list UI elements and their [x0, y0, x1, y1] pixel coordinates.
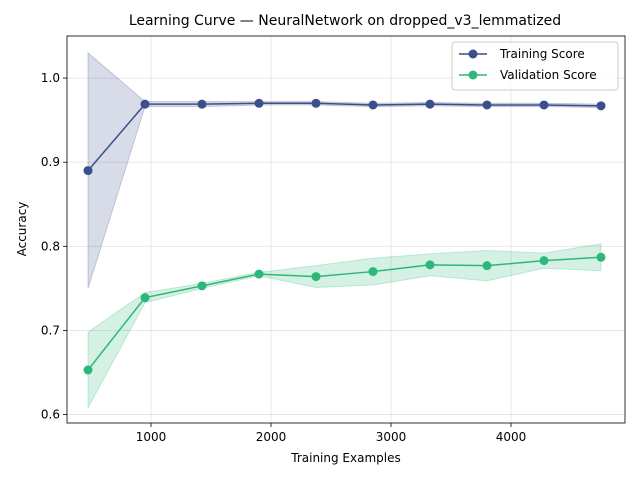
validation-score-point: [83, 365, 93, 375]
training-score-line: [87, 102, 602, 172]
training-score-point: [311, 98, 321, 108]
legend: Training Score Validation Score: [451, 41, 619, 91]
validation-score-point: [482, 261, 492, 271]
validation-score-point: [140, 293, 150, 303]
training-score-point: [596, 101, 606, 111]
y-tick-label: 0.7: [41, 323, 60, 337]
training-score-point: [254, 98, 264, 108]
training-score-point: [197, 99, 207, 109]
training-score-point: [368, 100, 378, 110]
training-score-point: [539, 100, 549, 110]
training-score-point: [482, 100, 492, 110]
plot-frame: [66, 35, 626, 424]
legend-marker-validation: [468, 70, 478, 80]
training-score-point: [425, 99, 435, 109]
legend-marker-training: [468, 49, 478, 59]
x-tick-label: 1000: [136, 430, 167, 444]
y-tick-label: 0.9: [41, 155, 60, 169]
legend-box: [451, 41, 619, 91]
validation-confidence-band: [87, 243, 602, 409]
validation-score-point: [368, 267, 378, 277]
validation-score-point: [311, 272, 321, 282]
y-tick-label: 0.8: [41, 239, 60, 253]
x-tick-label: 2000: [256, 430, 287, 444]
legend-label-training: Training Score: [499, 47, 585, 61]
validation-score-line: [87, 256, 602, 371]
series-lines: [87, 102, 602, 371]
series-points: [83, 98, 606, 375]
confidence-bands: [87, 51, 602, 409]
y-axis-title: Accuracy: [15, 202, 29, 257]
training-score-point: [83, 166, 93, 176]
x-axis-title: Training Examples: [290, 451, 400, 465]
y-tick-label: 0.6: [41, 408, 60, 422]
axis-ticks: 1000 2000 3000 4000 0.6 0.7 0.8 0.9 1.0: [41, 71, 526, 444]
chart-title: Learning Curve — NeuralNetwork on droppe…: [129, 13, 561, 29]
x-tick-label: 4000: [496, 430, 527, 444]
grid: [67, 36, 625, 423]
validation-score-point: [425, 260, 435, 270]
validation-score-point: [197, 281, 207, 291]
validation-score-point: [539, 256, 549, 266]
validation-score-point: [254, 269, 264, 279]
legend-label-validation: Validation Score: [500, 68, 597, 82]
x-tick-label: 3000: [376, 430, 407, 444]
validation-score-point: [596, 252, 606, 262]
training-score-point: [140, 99, 150, 109]
y-tick-label: 1.0: [41, 71, 60, 85]
